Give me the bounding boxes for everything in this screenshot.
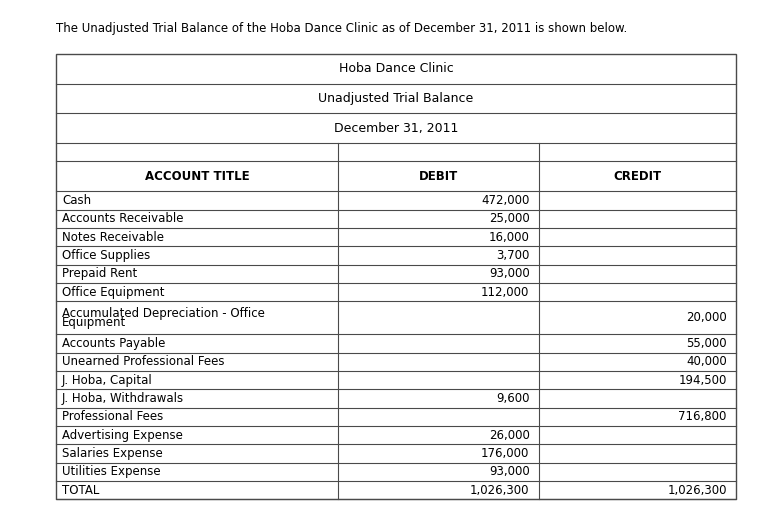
- Text: 1,026,300: 1,026,300: [667, 483, 727, 497]
- Text: 93,000: 93,000: [489, 465, 529, 478]
- Text: Cash: Cash: [62, 194, 91, 207]
- Text: Advertising Expense: Advertising Expense: [62, 429, 183, 441]
- Text: ACCOUNT TITLE: ACCOUNT TITLE: [145, 170, 249, 183]
- Text: Utilities Expense: Utilities Expense: [62, 465, 161, 478]
- Text: 40,000: 40,000: [686, 355, 727, 368]
- Text: Equipment: Equipment: [62, 316, 126, 329]
- Text: Accumulated Depreciation - Office: Accumulated Depreciation - Office: [62, 307, 265, 319]
- Text: Office Equipment: Office Equipment: [62, 286, 164, 298]
- Text: Prepaid Rent: Prepaid Rent: [62, 267, 137, 280]
- Text: J. Hoba, Withdrawals: J. Hoba, Withdrawals: [62, 392, 184, 405]
- Text: 112,000: 112,000: [481, 286, 529, 298]
- Text: CREDIT: CREDIT: [614, 170, 662, 183]
- Text: Unearned Professional Fees: Unearned Professional Fees: [62, 355, 224, 368]
- Text: 194,500: 194,500: [679, 374, 727, 387]
- Text: Professional Fees: Professional Fees: [62, 410, 163, 423]
- Text: 9,600: 9,600: [496, 392, 529, 405]
- Text: Unadjusted Trial Balance: Unadjusted Trial Balance: [318, 92, 474, 105]
- Text: 3,700: 3,700: [496, 249, 529, 262]
- Text: Hoba Dance Clinic: Hoba Dance Clinic: [338, 62, 453, 75]
- Text: 25,000: 25,000: [489, 212, 529, 225]
- Text: 176,000: 176,000: [481, 447, 529, 460]
- Text: Accounts Receivable: Accounts Receivable: [62, 212, 184, 225]
- Text: Accounts Payable: Accounts Payable: [62, 337, 165, 350]
- Text: 16,000: 16,000: [489, 230, 529, 244]
- Text: 716,800: 716,800: [679, 410, 727, 423]
- Text: 93,000: 93,000: [489, 267, 529, 280]
- Text: Notes Receivable: Notes Receivable: [62, 230, 164, 244]
- Text: 20,000: 20,000: [686, 311, 727, 324]
- Text: J. Hoba, Capital: J. Hoba, Capital: [62, 374, 153, 387]
- Text: 472,000: 472,000: [481, 194, 529, 207]
- Text: 26,000: 26,000: [489, 429, 529, 441]
- Text: Office Supplies: Office Supplies: [62, 249, 150, 262]
- Text: 1,026,300: 1,026,300: [470, 483, 529, 497]
- Text: 55,000: 55,000: [686, 337, 727, 350]
- Text: TOTAL: TOTAL: [62, 483, 99, 497]
- Text: DEBIT: DEBIT: [418, 170, 458, 183]
- Bar: [56, 54, 736, 499]
- Text: The Unadjusted Trial Balance of the Hoba Dance Clinic as of December 31, 2011 is: The Unadjusted Trial Balance of the Hoba…: [56, 22, 627, 34]
- Text: December 31, 2011: December 31, 2011: [334, 122, 458, 135]
- Text: Salaries Expense: Salaries Expense: [62, 447, 163, 460]
